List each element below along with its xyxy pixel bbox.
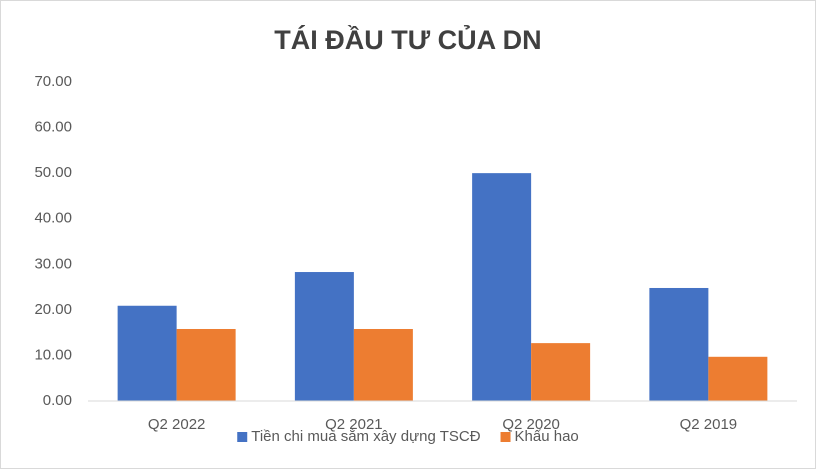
y-tick-label: 0.00 — [43, 392, 72, 409]
x-tick-label: Q2 2022 — [148, 416, 206, 433]
legend-label: Tiền chi mua sắm xây dựng TSCĐ — [251, 428, 480, 445]
bar — [117, 305, 177, 401]
y-tick-label: 40.00 — [34, 210, 72, 227]
bar — [294, 272, 354, 401]
bar — [472, 173, 532, 401]
bar — [708, 356, 768, 401]
y-tick-label: 20.00 — [34, 301, 72, 318]
bar — [176, 328, 236, 401]
y-tick-label: 50.00 — [34, 164, 72, 181]
y-tick-label: 70.00 — [34, 73, 72, 90]
legend-swatch — [500, 432, 511, 442]
x-tick-label: Q2 2020 — [502, 416, 560, 433]
x-tick-label: Q2 2019 — [680, 416, 738, 433]
y-tick-label: 60.00 — [34, 119, 72, 136]
bar — [531, 343, 591, 401]
bar — [649, 287, 709, 401]
legend-label: Khấu hao — [515, 428, 579, 445]
x-tick-label: Q2 2021 — [325, 416, 383, 433]
y-tick-label: 10.00 — [34, 346, 72, 363]
chart-title: TÁI ĐẦU TƯ CỦA DN — [274, 23, 541, 55]
bar — [353, 328, 413, 401]
legend-swatch — [237, 432, 248, 442]
y-tick-label: 30.00 — [34, 255, 72, 272]
